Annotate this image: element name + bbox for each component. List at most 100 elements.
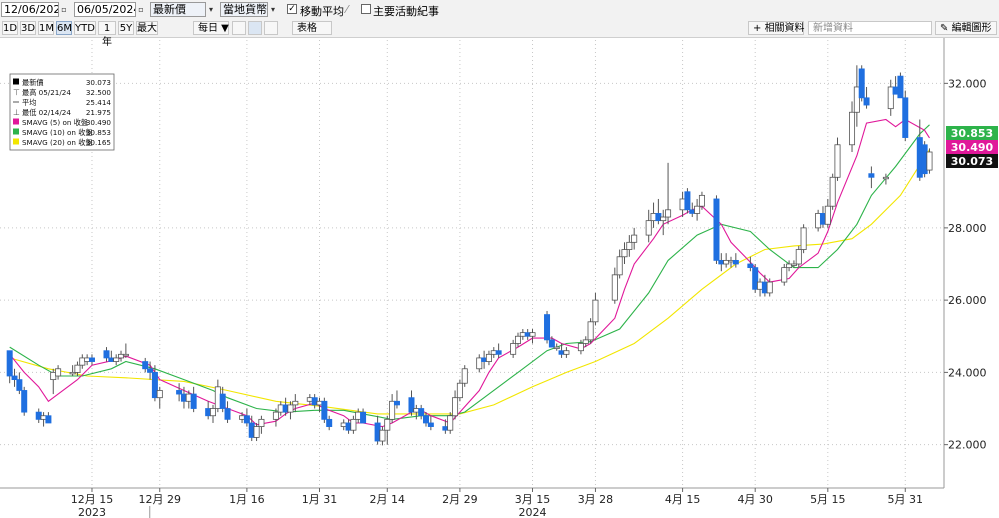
legend-value: 32.500 (86, 88, 112, 97)
chart-style-button[interactable] (264, 21, 278, 35)
legend-label: SMAVG (10) on 收盤 (22, 128, 93, 137)
candle-body (151, 371, 158, 399)
frequency-select[interactable]: 每日 ▼ (193, 21, 229, 35)
candle-body (713, 198, 720, 261)
candle-body (248, 422, 255, 438)
candle-body (781, 267, 788, 283)
x-tick-label: 5月 15 (810, 493, 846, 506)
candle-body (326, 418, 333, 427)
candle-body (694, 205, 701, 214)
candle-body (122, 353, 129, 357)
pen-icon[interactable]: ⁄ (346, 3, 348, 16)
period-button-5Y[interactable]: 5Y (118, 21, 134, 35)
chart-style-button[interactable] (232, 21, 246, 35)
legend-label: 最高 05/21/24 (22, 88, 71, 97)
chart-style-button-selected[interactable] (248, 21, 262, 35)
period-button-1M[interactable]: 1M (38, 21, 54, 35)
value-tag-30.073 (946, 154, 998, 168)
period-button-YTD[interactable]: YTD (74, 21, 96, 35)
candle-body (631, 234, 638, 243)
candle-body (795, 249, 802, 265)
period-button-3D[interactable]: 3D (20, 21, 36, 35)
candle-body (84, 357, 91, 362)
candle-body (800, 227, 807, 250)
candle-body (316, 400, 323, 406)
candle-body (858, 68, 865, 99)
candle-body (916, 137, 923, 178)
candle-body (282, 404, 289, 413)
events-checkbox[interactable] (361, 4, 371, 14)
candle-body (490, 350, 497, 355)
price-chart[interactable]: 22.000 24.000 26.000 28.000 32.000 12月 15 12月 … (0, 38, 999, 518)
x-tick-label: 4月 30 (737, 493, 773, 506)
top-toolbar: 12/06/2023 ▫ 06/05/2024 ▫ 最新價 ▾ 當地貨幣 ▾ ✓… (0, 0, 999, 20)
period-button-1年[interactable]: 1年 (98, 21, 116, 48)
candle-body (258, 418, 265, 427)
candle-body (355, 411, 362, 420)
candle-body (645, 220, 652, 236)
chevron-down-icon[interactable]: ▾ (208, 5, 213, 14)
calendar-icon[interactable]: ▫ (138, 5, 144, 14)
candle-body (384, 418, 391, 431)
candle-body (413, 408, 420, 413)
candle-body (698, 194, 705, 207)
moving-average-checkbox[interactable]: ✓ (287, 4, 297, 14)
candle-body (519, 332, 526, 337)
legend-value: 21.975 (86, 108, 111, 117)
related-data-label: 相關資料 (764, 23, 805, 34)
candles-layer (6, 65, 933, 446)
legend-marker-square (13, 118, 19, 125)
calendar-icon[interactable]: ▫ (61, 5, 67, 14)
value-tag-30.853 (946, 126, 998, 140)
y-tick-label: 26.000 (948, 294, 987, 307)
candle-body (558, 350, 565, 355)
candle-body (190, 393, 197, 409)
candle-body (427, 422, 434, 427)
value-tag-label: 30.490 (951, 141, 994, 154)
table-button[interactable]: 表格 (292, 21, 332, 35)
candle-body (897, 75, 904, 99)
y-tick-label: 22.000 (948, 439, 987, 452)
legend-label: 最新價 (22, 78, 44, 87)
candle-body (553, 346, 560, 349)
legend-marker-square (13, 138, 19, 145)
related-data-button[interactable]: + 相關資料 ▾ (748, 21, 813, 35)
candle-body (69, 371, 76, 375)
candle-body (239, 415, 246, 420)
new-data-input[interactable]: 新增資料 (808, 21, 932, 35)
end-date-field[interactable]: 06/05/2024 (74, 2, 136, 17)
currency-select[interactable]: 當地貨幣 (220, 2, 268, 17)
legend-label: SMAVG (5) on 收盤 (22, 118, 88, 127)
candle-body (118, 353, 125, 359)
candle-body (447, 415, 454, 431)
candle-body (74, 364, 81, 373)
candle-body (393, 400, 400, 406)
candle-body (761, 281, 768, 294)
period-button-1D[interactable]: 1D (2, 21, 18, 35)
y-tick-label: 32.000 (948, 77, 987, 90)
sma5-line (9, 118, 930, 428)
price-field-select[interactable]: 最新價 (150, 2, 206, 17)
legend-marker-square (13, 78, 19, 85)
start-date-field[interactable]: 12/06/2023 (1, 2, 59, 17)
value-tag-label: 30.073 (951, 155, 993, 168)
candle-body (88, 357, 95, 362)
candle-body (514, 335, 521, 344)
period-button-6M[interactable]: 6M (56, 21, 72, 35)
candle-body (718, 259, 725, 265)
chevron-down-icon[interactable]: ▾ (270, 5, 275, 14)
candle-body (292, 400, 299, 406)
edit-chart-button[interactable]: ✎ 編輯圖形 (935, 21, 997, 35)
candle-body (621, 249, 628, 258)
candle-body (21, 390, 28, 413)
candle-body (824, 205, 831, 225)
legend-marker-up-icon: ⊤ (13, 88, 20, 97)
candle-body (11, 375, 18, 381)
candle-body (476, 357, 483, 370)
period-button-最大[interactable]: 最大 (136, 21, 158, 35)
candle-body (147, 368, 154, 373)
x-tick-label: 12月 15 (71, 493, 114, 506)
legend-value: 30.490 (86, 118, 112, 127)
candle-body (563, 350, 570, 355)
candle-body (495, 350, 502, 355)
